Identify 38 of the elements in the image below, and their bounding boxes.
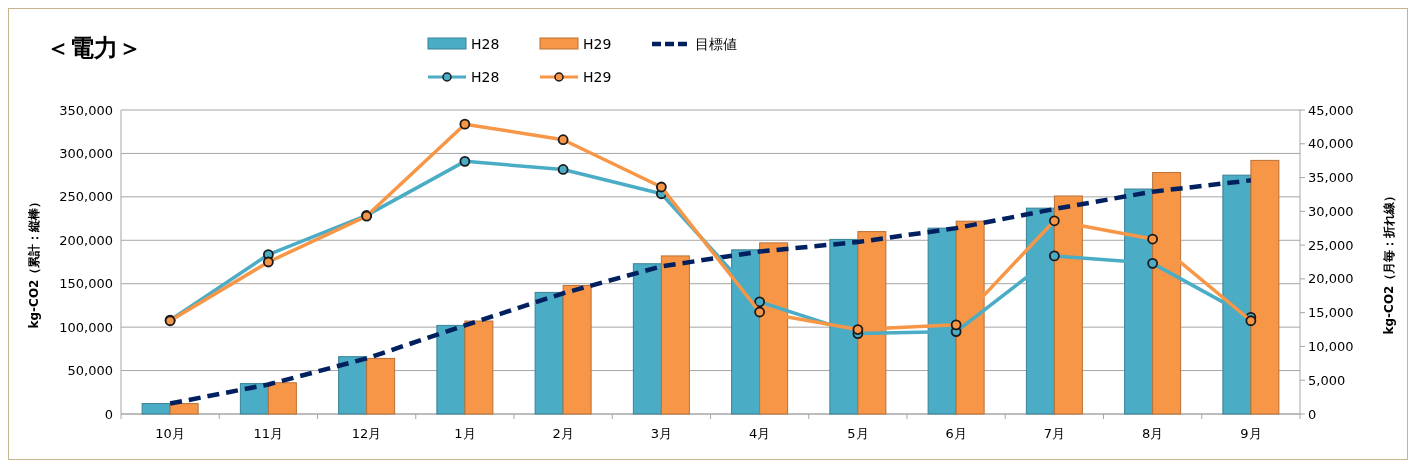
legend-label: H29 xyxy=(583,69,612,85)
x-tick-label: 9月 xyxy=(1240,426,1262,441)
y-tick-label: 50,000 xyxy=(67,363,113,379)
y-tick-label: 100,000 xyxy=(59,319,113,335)
y2-tick-label: 35,000 xyxy=(1308,170,1354,186)
y-tick-label: 250,000 xyxy=(59,189,113,205)
y2-tick-label: 10,000 xyxy=(1308,338,1354,354)
y2-tick-label: 40,000 xyxy=(1308,136,1354,152)
y2-tick-label: 25,000 xyxy=(1308,237,1354,253)
x-tick-label: 6月 xyxy=(945,426,967,441)
y-tick-label: 350,000 xyxy=(59,102,113,118)
legend-label: H28 xyxy=(471,69,500,85)
x-tick-label: 8月 xyxy=(1141,426,1164,441)
legend-label: 目標値 xyxy=(695,36,737,52)
y-tick-label: 150,000 xyxy=(59,276,113,292)
y2-tick-label: 45,000 xyxy=(1308,102,1354,118)
y-axis-title: kg-CO2（累計：縦棒） xyxy=(27,195,41,329)
x-tick-label: 7月 xyxy=(1043,426,1066,441)
x-tick-label: 1月 xyxy=(454,426,476,441)
y2-tick-label: 20,000 xyxy=(1308,271,1354,287)
y-tick-label: 200,000 xyxy=(59,232,113,248)
y-tick-label: 300,000 xyxy=(59,145,113,161)
chart-title: ＜電力＞ xyxy=(46,34,142,62)
x-tick-label: 3月 xyxy=(650,426,673,441)
x-tick-label: 11月 xyxy=(253,426,284,441)
y2-tick-label: 5,000 xyxy=(1308,372,1346,388)
y-tick-label: 0 xyxy=(104,406,113,422)
x-tick-label: 4月 xyxy=(748,426,771,441)
legend-label: H28 xyxy=(471,36,500,52)
x-tick-label: 2月 xyxy=(552,426,574,441)
y2-axis-title: kg-CO2（月毎：折れ線） xyxy=(1382,189,1396,335)
x-tick-label: 12月 xyxy=(351,426,382,441)
legend-label: H29 xyxy=(583,36,612,52)
x-tick-label: 5月 xyxy=(847,426,869,441)
y2-tick-label: 15,000 xyxy=(1308,305,1354,321)
y2-tick-label: 0 xyxy=(1308,406,1317,422)
y2-tick-label: 30,000 xyxy=(1308,203,1354,219)
x-tick-label: 10月 xyxy=(155,426,185,441)
